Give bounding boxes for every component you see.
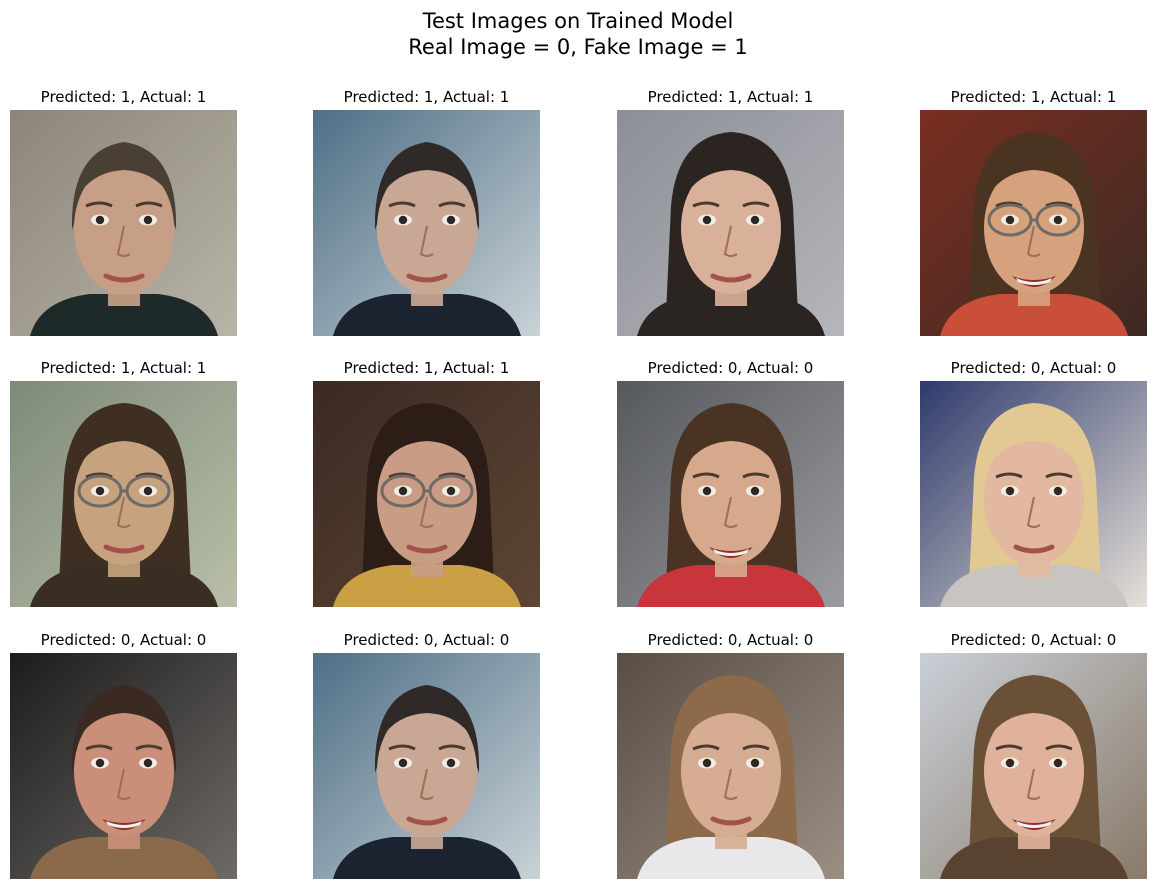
figure-title-line-2: Real Image = 0, Fake Image = 1: [408, 35, 748, 59]
face-image: [617, 110, 844, 336]
figure-title-line-1: Test Images on Trained Model: [422, 9, 734, 33]
face-image: [313, 381, 540, 607]
face-image: [920, 653, 1147, 879]
face-image: [10, 110, 237, 336]
panel-title: Predicted: 0, Actual: 0: [950, 359, 1117, 377]
panel-title: Predicted: 0, Actual: 0: [950, 631, 1117, 649]
face-image: [313, 110, 540, 336]
face-image: [920, 110, 1147, 336]
face-image: [617, 381, 844, 607]
panel-title: Predicted: 1, Actual: 1: [647, 88, 814, 106]
panel-title: Predicted: 1, Actual: 1: [343, 88, 510, 106]
face-image: [617, 653, 844, 879]
face-image: [10, 381, 237, 607]
panel-title: Predicted: 0, Actual: 0: [343, 631, 510, 649]
panel-title: Predicted: 1, Actual: 1: [343, 359, 510, 377]
panel-title: Predicted: 1, Actual: 1: [40, 359, 207, 377]
panel-title: Predicted: 1, Actual: 1: [950, 88, 1117, 106]
panel-title: Predicted: 0, Actual: 0: [647, 631, 814, 649]
face-image: [920, 381, 1147, 607]
panel-title: Predicted: 0, Actual: 0: [40, 631, 207, 649]
panel-title: Predicted: 1, Actual: 1: [40, 88, 207, 106]
panel-title: Predicted: 0, Actual: 0: [647, 359, 814, 377]
face-image: [10, 653, 237, 879]
face-image: [313, 653, 540, 879]
